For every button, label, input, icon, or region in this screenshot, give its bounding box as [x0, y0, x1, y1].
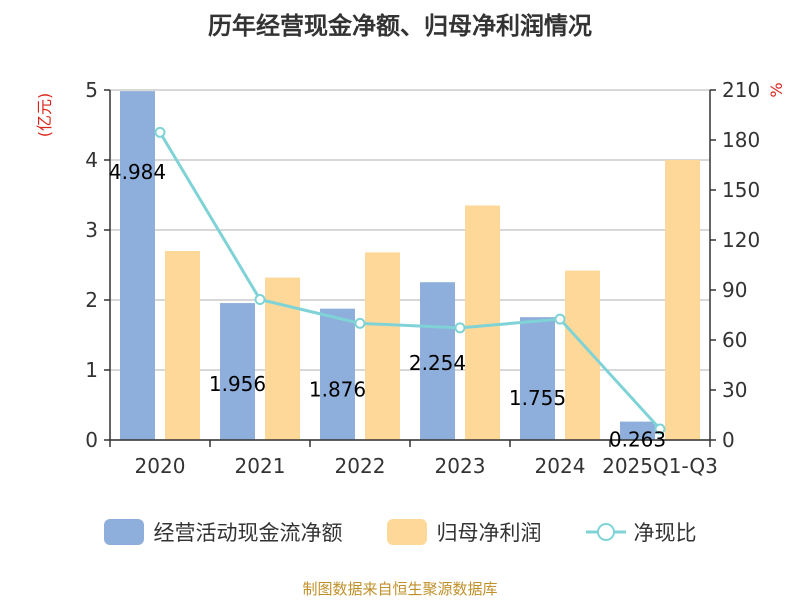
y-left-tick-label: 2 [85, 288, 98, 312]
bar-data-label: 2.254 [409, 351, 466, 375]
bar-net-profit [165, 251, 200, 440]
legend-swatch-net-profit [386, 519, 427, 545]
legend-item-cashflow[interactable]: 经营活动现金流净额 [103, 517, 343, 547]
x-tick-label: 2024 [535, 454, 586, 478]
x-tick-label: 2020 [135, 454, 186, 478]
bar-data-label: 1.876 [309, 378, 366, 402]
bar-net-profit [665, 160, 700, 440]
legend-label-cashflow: 经营活动现金流净额 [153, 521, 343, 545]
bar-data-label: 4.984 [109, 160, 166, 184]
y-left-axis-title: (亿元) [35, 93, 54, 138]
y-right-tick-label: 0 [722, 428, 735, 452]
ratio-point [254, 294, 266, 305]
ratio-point [354, 317, 366, 329]
legend-label-net-profit: 归母净利润 [436, 521, 542, 545]
y-right-tick-label: 120 [722, 228, 760, 252]
legend-item-ratio[interactable]: 净现比 [585, 517, 697, 547]
legend-label-ratio: 净现比 [633, 521, 697, 545]
chart-title: 历年经营现金净额、归母净利润情况 [208, 12, 592, 40]
ratio-point [154, 126, 166, 138]
legend-swatch-ratio [585, 523, 626, 541]
x-tick-label: 2025Q1-Q3 [602, 454, 718, 478]
x-tick-label: 2023 [435, 454, 486, 478]
y-left-tick-label: 0 [85, 428, 98, 452]
bar-cashflow [220, 303, 255, 440]
axes: 0 1 2 3 4 5 0 30 60 90 120 150 180 210 (亿元)% 2020 2021 20… [35, 78, 786, 478]
bar-net-profit [465, 205, 500, 440]
chart-plot: 0 1 2 3 4 5 0 30 60 90 120 150 180 210 (亿元)% 2020 2021 20… [35, 78, 786, 478]
bar-cashflow [520, 317, 555, 440]
y-right-tick-label: 30 [722, 378, 747, 402]
ratio-point [654, 423, 666, 435]
y-right-tick-label: 90 [722, 278, 747, 302]
legend: 经营活动现金流净额 归母净利润 净现比 [0, 517, 800, 547]
ratio-point [454, 322, 466, 334]
bar-data-label: 1.755 [509, 386, 566, 410]
y-right-tick-label: 60 [722, 328, 747, 352]
legend-item-net-profit[interactable]: 归母净利润 [386, 517, 542, 547]
y-right-tick-label: 150 [722, 178, 760, 202]
y-left-tick-label: 5 [85, 78, 98, 102]
bars [120, 91, 700, 441]
bar-data-label: 0.263 [609, 428, 666, 452]
ratio-line [154, 126, 666, 435]
ratio-line-path [158, 131, 662, 431]
bar-data-label: 1.956 [209, 372, 266, 396]
y-left-tick-label: 1 [85, 358, 98, 382]
y-right-tick-label: 210 [722, 78, 760, 102]
source-note: 制图数据来自恒生聚源数据库 [302, 580, 498, 598]
bar-cashflow [620, 421, 655, 440]
bar-net-profit [365, 252, 400, 440]
ratio-point [554, 313, 566, 325]
y-left-tick-label: 3 [85, 218, 98, 242]
legend-swatch-cashflow [103, 519, 144, 545]
bar-cashflow [120, 91, 155, 441]
data-labels: 4.984 1.956 1.876 2.254 1.755 0.263 [109, 160, 666, 451]
y-right-tick-label: 180 [722, 128, 760, 152]
bar-cashflow [420, 282, 455, 440]
x-tick-label: 2022 [335, 454, 386, 478]
bar-cashflow [320, 308, 355, 440]
y-right-axis-title: % [767, 82, 786, 97]
x-tick-label: 2021 [235, 454, 286, 478]
y-left-tick-label: 4 [85, 148, 98, 172]
